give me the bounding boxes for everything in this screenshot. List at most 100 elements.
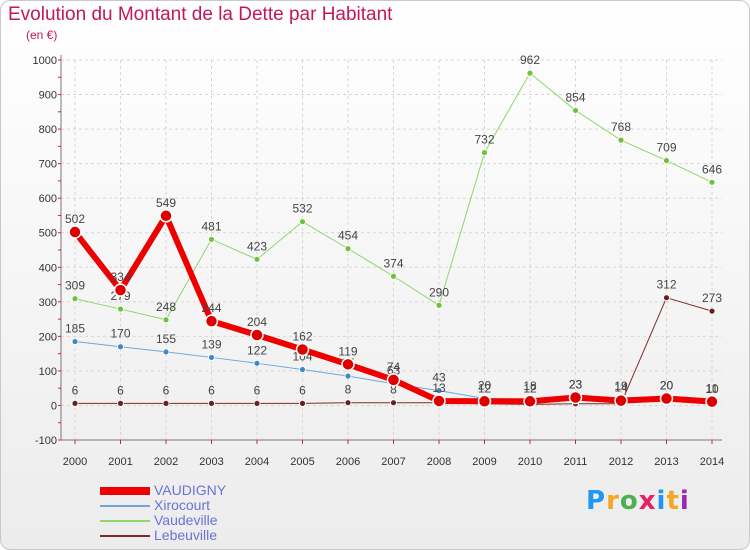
data-point-xirocourt [162, 348, 170, 356]
data-label-vaudigny: 23 [569, 378, 583, 392]
y-tick-label: 0 [51, 400, 57, 412]
legend-swatch-lebeuville [100, 535, 150, 537]
data-label-vaudigny: 74 [387, 360, 401, 374]
data-point-vaudeville [435, 301, 443, 309]
data-label-vaudeville: 454 [338, 229, 358, 243]
data-point-vaudeville [663, 157, 670, 164]
legend-label-vaudigny: VAUDIGNY [154, 482, 227, 498]
data-label-xirocourt: 43 [432, 371, 446, 385]
data-label-lebeuville: 6 [254, 383, 261, 397]
data-label-lebeuville: 8 [390, 383, 397, 397]
data-label-vaudeville: 309 [65, 279, 85, 293]
data-label-xirocourt: 139 [201, 337, 221, 351]
data-point-lebeuville [344, 399, 352, 407]
data-point-vaudeville [572, 107, 579, 114]
data-point-lebeuville [162, 399, 170, 407]
data-label-lebeuville: 6 [117, 383, 124, 397]
data-label-xirocourt: 20 [478, 379, 492, 393]
data-label-vaudigny: 11 [706, 382, 719, 396]
data-label-lebeuville: 6 [72, 383, 79, 397]
data-label-vaudigny: 334 [110, 270, 130, 284]
data-point-vaudigny [204, 314, 219, 328]
data-label-vaudeville: 374 [383, 256, 403, 270]
data-label-vaudeville: 423 [247, 239, 267, 253]
data-label-xirocourt: 170 [110, 327, 130, 341]
data-point-vaudigny [113, 283, 128, 297]
data-label-xirocourt: 20 [660, 379, 674, 393]
data-point-vaudigny [68, 225, 82, 239]
data-point-xirocourt [208, 354, 215, 361]
data-label-xirocourt: 18 [523, 379, 537, 393]
data-point-lebeuville [71, 399, 79, 407]
data-label-xirocourt: 155 [156, 332, 176, 346]
data-point-lebeuville [299, 399, 306, 407]
legend-label-xirocourt: Xirocourt [154, 497, 211, 513]
chart-subtitle: (en €) [26, 28, 58, 42]
data-label-vaudigny: 502 [65, 212, 85, 226]
data-label-vaudeville: 481 [201, 219, 221, 233]
data-point-lebeuville [208, 399, 215, 407]
data-point-vaudigny [659, 391, 674, 406]
data-label-lebeuville: 273 [702, 291, 722, 305]
y-tick-label: 800 [39, 124, 57, 136]
data-point-vaudeville [253, 255, 261, 263]
y-tick-label: 300 [39, 297, 57, 309]
data-label-vaudigny: 162 [292, 329, 312, 343]
data-point-vaudeville [526, 69, 534, 77]
data-point-xirocourt [299, 366, 306, 373]
proxiti-logo: Proxiti [586, 486, 690, 516]
data-point-lebeuville [390, 399, 397, 407]
data-label-vaudigny: 204 [247, 315, 267, 329]
data-point-vaudeville [162, 316, 170, 324]
y-tick-label: 600 [39, 193, 57, 205]
data-point-vaudigny [159, 209, 173, 223]
data-label-vaudigny: 12 [478, 381, 492, 395]
data-label-lebeuville: 6 [208, 383, 215, 397]
y-tick-label: -100 [35, 435, 57, 447]
data-label-vaudeville: 290 [429, 285, 449, 299]
x-tick-label: 2003 [199, 456, 223, 468]
data-label-lebeuville: 312 [656, 278, 676, 292]
data-point-vaudeville [71, 295, 79, 303]
data-point-lebeuville [117, 399, 124, 407]
data-point-vaudeville [344, 245, 352, 253]
y-tick-label: 700 [39, 159, 57, 171]
data-point-vaudigny [523, 394, 537, 409]
legend-label-vaudeville: Vaudeville [154, 512, 218, 528]
x-tick-label: 2005 [290, 456, 314, 468]
x-tick-label: 2011 [564, 456, 588, 468]
data-label-vaudeville: 646 [702, 162, 722, 176]
data-label-xirocourt: 185 [65, 322, 85, 336]
data-point-vaudeville [481, 149, 488, 156]
data-label-vaudigny: 549 [156, 196, 176, 210]
data-point-xirocourt [253, 359, 261, 367]
data-point-vaudigny [568, 390, 583, 405]
data-point-vaudeville [117, 305, 124, 313]
data-label-xirocourt: 23 [569, 378, 583, 392]
data-point-vaudigny [250, 328, 264, 342]
data-label-vaudigny: 119 [338, 344, 357, 358]
x-tick-label: 2002 [154, 456, 178, 468]
data-label-vaudigny: 244 [201, 301, 221, 315]
y-tick-label: 100 [39, 366, 57, 378]
data-point-vaudeville [390, 272, 397, 280]
data-label-vaudigny: 13 [432, 381, 446, 395]
data-point-vaudigny [295, 342, 310, 357]
data-point-xirocourt [344, 372, 352, 380]
x-tick-label: 2008 [427, 456, 451, 468]
data-point-vaudeville [299, 218, 306, 226]
data-point-vaudigny [386, 373, 401, 387]
data-point-vaudigny [477, 394, 492, 409]
x-tick-label: 2006 [336, 456, 360, 468]
data-point-xirocourt [435, 387, 443, 395]
data-label-lebeuville: 8 [345, 383, 352, 397]
legend-swatch-xirocourt [100, 505, 150, 507]
data-label-vaudeville: 709 [656, 141, 676, 155]
x-tick-label: 2010 [518, 456, 542, 468]
data-point-vaudigny [432, 394, 446, 408]
data-point-lebeuville [663, 294, 670, 302]
x-tick-label: 2012 [609, 456, 633, 468]
data-point-vaudeville [208, 235, 215, 243]
data-label-lebeuville: 6 [163, 383, 170, 397]
